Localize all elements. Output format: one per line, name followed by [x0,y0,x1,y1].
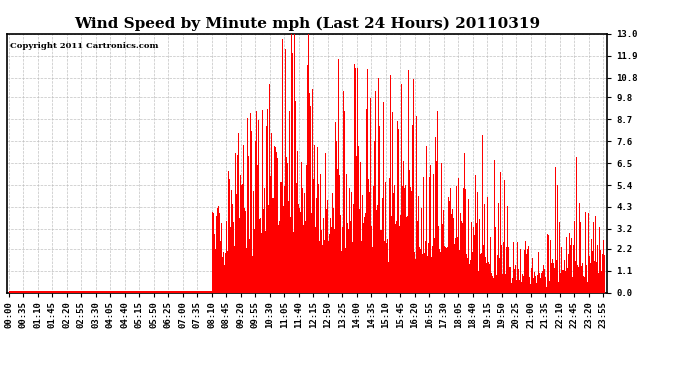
Title: Wind Speed by Minute mph (Last 24 Hours) 20110319: Wind Speed by Minute mph (Last 24 Hours)… [74,17,540,31]
Text: Copyright 2011 Cartronics.com: Copyright 2011 Cartronics.com [10,42,159,50]
